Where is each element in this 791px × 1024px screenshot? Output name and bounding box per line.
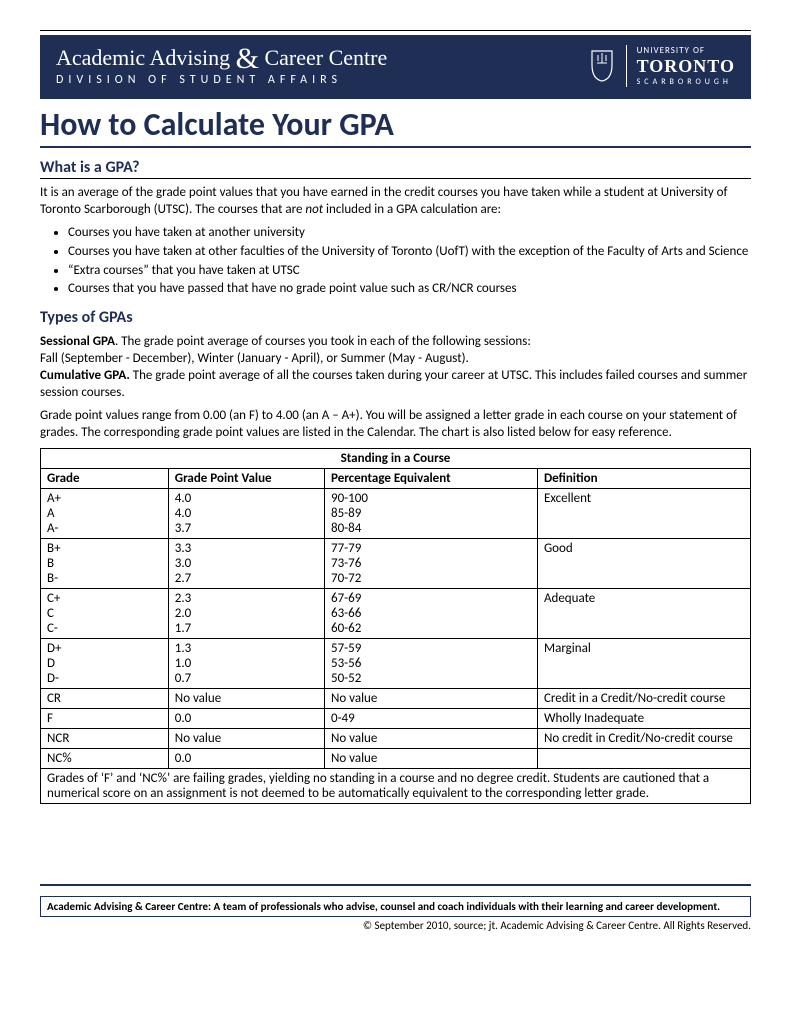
table-cell: No credit in Credit/No-credit course	[537, 728, 750, 748]
table-header-row: Grade Grade Point Value Percentage Equiv…	[41, 468, 751, 488]
header-left: Academic Advising & Career Centre DIVISI…	[56, 45, 387, 87]
university-of: UNIVERSITY OF	[637, 45, 735, 56]
ampersand: &	[236, 42, 259, 75]
top-rule	[40, 30, 751, 31]
exclusion-list: Courses you have taken at another univer…	[68, 225, 751, 299]
list-item: Courses that you have passed that have n…	[68, 281, 751, 298]
crest-icon	[588, 49, 616, 83]
col-pct: Percentage Equivalent	[324, 468, 537, 488]
table-cell: No value	[324, 728, 537, 748]
table-cell: Good	[537, 538, 750, 588]
page-title: How to Calculate Your GPA	[40, 105, 751, 148]
list-item: Courses you have taken at another univer…	[68, 225, 751, 242]
table-cell: Marginal	[537, 638, 750, 688]
cumulative-text: The grade point average of all the cours…	[40, 368, 747, 400]
table-row: NC%0.0No value	[41, 748, 751, 768]
grade-table: Standing in a Course Grade Grade Point V…	[40, 448, 751, 804]
table-cell: No value	[324, 688, 537, 708]
sessional-paragraph: Sessional GPA. The grade point average o…	[40, 334, 751, 402]
list-item: Courses you have taken at other facultie…	[68, 244, 751, 261]
table-cell: 67-6963-6660-62	[324, 588, 537, 638]
table-cell: 0-49	[324, 708, 537, 728]
col-grade: Grade	[41, 468, 169, 488]
table-footnote: Grades of ‘F’ and ‘NC%’ are failing grad…	[41, 768, 751, 803]
table-cell: NC%	[41, 748, 169, 768]
table-cell: Excellent	[537, 488, 750, 538]
table-cell: 90-10085-8980-84	[324, 488, 537, 538]
table-cell: D+DD-	[41, 638, 169, 688]
header-title-right: Career Centre	[264, 45, 387, 70]
table-cell: 0.0	[168, 748, 324, 768]
table-cell: B+BB-	[41, 538, 169, 588]
table-cell: 1.31.00.7	[168, 638, 324, 688]
table-cell: Wholly Inadequate	[537, 708, 750, 728]
table-row: F0.00-49Wholly Inadequate	[41, 708, 751, 728]
university-block: UNIVERSITY OF TORONTO SCARBOROUGH	[626, 45, 735, 87]
table-cell: 57-5953-5650-52	[324, 638, 537, 688]
table-row: NCRNo valueNo valueNo credit in Credit/N…	[41, 728, 751, 748]
footer-box: Academic Advising & Career Centre: A tea…	[40, 896, 751, 917]
table-cell: C+CC-	[41, 588, 169, 638]
table-row: B+BB-3.33.02.777-7973-7670-72Good	[41, 538, 751, 588]
table-row: C+CC-2.32.01.767-6963-6660-62Adequate	[41, 588, 751, 638]
table-row: CRNo valueNo valueCredit in a Credit/No-…	[41, 688, 751, 708]
table-cell: Adequate	[537, 588, 750, 638]
table-cell: 77-7973-7670-72	[324, 538, 537, 588]
header-subtitle: DIVISION OF STUDENT AFFAIRS	[56, 73, 387, 87]
footer-box-text: Academic Advising & Career Centre: A tea…	[47, 900, 720, 913]
table-cell: A+AA-	[41, 488, 169, 538]
section-heading-what: What is a GPA?	[40, 158, 751, 179]
intro-not: not	[305, 202, 323, 217]
header-bar: Academic Advising & Career Centre DIVISI…	[40, 35, 751, 99]
table-cell: 4.04.03.7	[168, 488, 324, 538]
section-heading-types: Types of GPAs	[40, 308, 751, 328]
table-cell: CR	[41, 688, 169, 708]
col-def: Definition	[537, 468, 750, 488]
header-title-left: Academic Advising	[56, 45, 230, 70]
intro-b: included in a GPA calculation are:	[323, 202, 501, 217]
sessional-label: Sessional GPA	[40, 334, 115, 349]
footer-rule	[40, 884, 751, 886]
university-campus: SCARBOROUGH	[637, 77, 735, 87]
table-cell: NCR	[41, 728, 169, 748]
table-cell: No value	[168, 728, 324, 748]
table-cell: Credit in a Credit/No-credit course	[537, 688, 750, 708]
range-paragraph: Grade point values range from 0.00 (an F…	[40, 408, 751, 442]
table-cell: 3.33.02.7	[168, 538, 324, 588]
table-cell: No value	[168, 688, 324, 708]
table-cell: No value	[324, 748, 537, 768]
table-cell	[537, 748, 750, 768]
sessional-line2: Fall (September - December), Winter (Jan…	[40, 351, 469, 366]
header-right: UNIVERSITY OF TORONTO SCARBOROUGH	[588, 45, 735, 87]
table-cell: F	[41, 708, 169, 728]
table-caption: Standing in a Course	[40, 448, 751, 468]
university-name: TORONTO	[637, 56, 735, 77]
header-title: Academic Advising & Career Centre	[56, 45, 387, 71]
cumulative-label: Cumulative GPA.	[40, 368, 130, 383]
table-row: A+AA-4.04.03.790-10085-8980-84Excellent	[41, 488, 751, 538]
table-cell: 2.32.01.7	[168, 588, 324, 638]
table-row: D+DD-1.31.00.757-5953-5650-52Marginal	[41, 638, 751, 688]
col-gpv: Grade Point Value	[168, 468, 324, 488]
table-cell: 0.0	[168, 708, 324, 728]
footer-copyright: © September 2010, source; jt. Academic A…	[40, 919, 751, 932]
sessional-text: . The grade point average of courses you…	[115, 334, 531, 349]
list-item: “Extra courses” that you have taken at U…	[68, 263, 751, 280]
table-footnote-row: Grades of ‘F’ and ‘NC%’ are failing grad…	[41, 768, 751, 803]
intro-paragraph: It is an average of the grade point valu…	[40, 185, 751, 219]
